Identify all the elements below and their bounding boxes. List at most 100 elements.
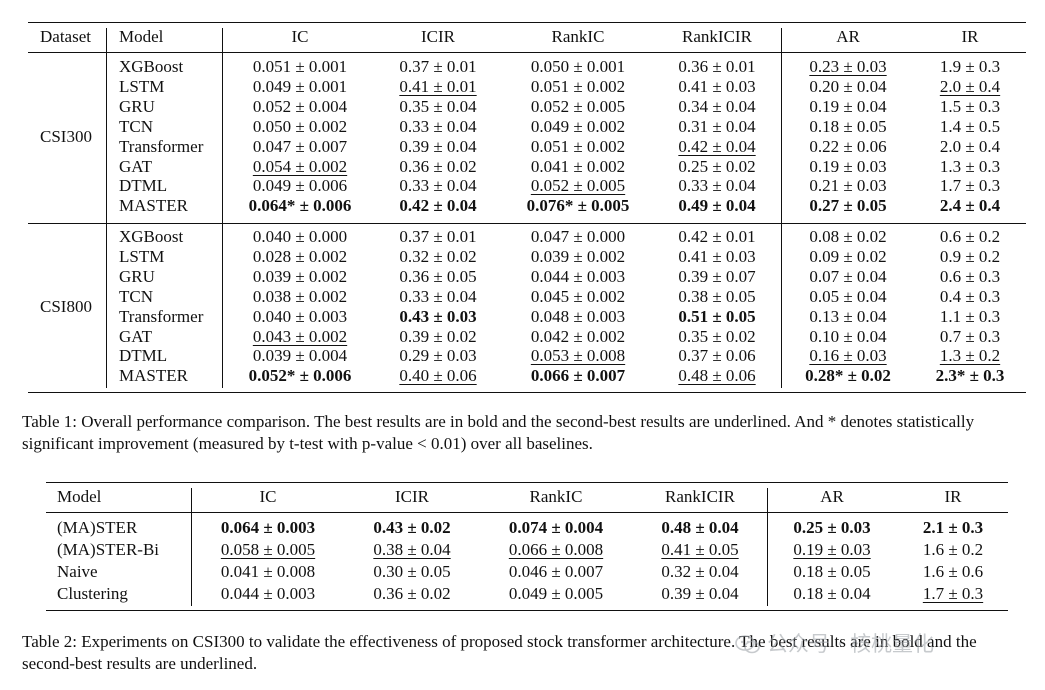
- table1-cell: 2.0 ± 0.4: [890, 137, 1045, 157]
- table1-dataset-label: CSI300: [40, 127, 92, 147]
- table2-cell-text: 2.1 ± 0.3: [922, 518, 984, 537]
- table1-model-name-text: Transformer: [119, 306, 204, 326]
- table1-model-name-text: Transformer: [119, 136, 204, 156]
- wechat-icon: [735, 635, 760, 654]
- table1-cell: 0.33 ± 0.04: [358, 287, 518, 307]
- table1-cell: 0.040 ± 0.000: [220, 227, 380, 247]
- table2-cell: 0.18 ± 0.04: [752, 584, 912, 604]
- table1-cell: 0.7 ± 0.3: [890, 327, 1045, 347]
- table1-cell: 2.3* ± 0.3: [890, 366, 1045, 386]
- table1-cell-text: 0.29 ± 0.03: [399, 346, 477, 366]
- table1-cell: 0.028 ± 0.002: [220, 247, 380, 267]
- table1-dataset-label-text: CSI300: [40, 127, 92, 146]
- table1-cell-text: 0.16 ± 0.03: [809, 346, 887, 366]
- table1-model-name-text: GRU: [119, 266, 155, 286]
- table1-cell-text: 0.050 ± 0.002: [252, 116, 348, 136]
- table2-cell: 1.7 ± 0.3: [873, 584, 1033, 604]
- table2-model-name: Clustering: [57, 584, 128, 604]
- table1-cell: 0.40 ± 0.06: [358, 366, 518, 386]
- table1-header-7-text: IR: [961, 27, 979, 46]
- table2-cell-text: 0.058 ± 0.005: [220, 540, 316, 559]
- table1-cell-text: 0.22 ± 0.06: [809, 136, 887, 156]
- table1-cell: 0.41 ± 0.01: [358, 77, 518, 97]
- table1-cell-text: 0.18 ± 0.05: [809, 116, 887, 136]
- table2-cell: 0.48 ± 0.04: [620, 518, 780, 538]
- table1-model-name: XGBoost: [119, 227, 183, 247]
- table1-cell-text: 0.19 ± 0.04: [809, 96, 887, 116]
- table2-cell: 0.058 ± 0.005: [188, 540, 348, 560]
- table1-cell-text: 0.047 ± 0.000: [530, 227, 626, 246]
- table1-cell-text: 0.19 ± 0.03: [809, 156, 887, 176]
- table1-cell: 0.039 ± 0.002: [220, 267, 380, 287]
- table2-cell: 0.074 ± 0.004: [476, 518, 636, 538]
- table1-cell-text: 0.08 ± 0.02: [809, 227, 887, 246]
- table1-cell: 0.051 ± 0.002: [498, 77, 658, 97]
- table2-header-3-text: RankIC: [529, 487, 583, 506]
- table1-cell-text: 0.048 ± 0.003: [530, 306, 626, 326]
- table2-header-0-text: Model: [57, 487, 102, 506]
- table1-cell-text: 0.039 ± 0.002: [252, 266, 348, 286]
- table1-cell-text: 0.36 ± 0.01: [678, 57, 756, 76]
- table1-cell-text: 0.28* ± 0.02: [805, 366, 891, 386]
- table2-header-3: RankIC: [476, 487, 636, 507]
- table1-model-name: GRU: [119, 97, 155, 117]
- table1-cell: 0.047 ± 0.007: [220, 137, 380, 157]
- table2-cell: 0.41 ± 0.05: [620, 540, 780, 560]
- table2-model-name: (MA)STER-Bi: [57, 540, 159, 560]
- table1-model-name: LSTM: [119, 77, 164, 97]
- table2-cell: 0.049 ± 0.005: [476, 584, 636, 604]
- table2-cell-text: 0.064 ± 0.003: [220, 518, 316, 537]
- table1-cell-text: 0.32 ± 0.02: [399, 246, 477, 266]
- table1-cell: 0.38 ± 0.05: [637, 287, 797, 307]
- table2-header-1: IC: [188, 487, 348, 507]
- table1-header-2: IC: [220, 27, 380, 47]
- table1-cell-text: 2.0 ± 0.4: [939, 136, 1001, 156]
- table1-cell: 0.040 ± 0.003: [220, 307, 380, 327]
- table1-cell-text: 0.6 ± 0.2: [939, 227, 1001, 246]
- table1-cell-text: 0.39 ± 0.02: [399, 326, 477, 346]
- table1-vrule-1: [106, 28, 107, 388]
- table1-dataset-label-text: CSI800: [40, 297, 92, 316]
- table1-cell-text: 0.38 ± 0.05: [678, 286, 756, 306]
- table1-header-2-text: IC: [291, 27, 309, 46]
- table2-model-name: Naive: [57, 562, 98, 582]
- table1-cell: 1.7 ± 0.3: [890, 176, 1045, 196]
- table1-model-name: Transformer: [119, 307, 203, 327]
- table2-cell-text: 0.18 ± 0.04: [793, 584, 871, 603]
- table2-cell-text: 0.30 ± 0.05: [373, 562, 451, 581]
- table2-cell: 0.18 ± 0.05: [752, 562, 912, 582]
- table1-cell-text: 0.40 ± 0.06: [399, 366, 477, 386]
- table1-cell-text: 0.7 ± 0.3: [939, 326, 1001, 346]
- table1-header-4-text: RankIC: [551, 27, 605, 46]
- table2-cell-text: 0.32 ± 0.04: [661, 562, 739, 581]
- table1-cell: 0.48 ± 0.06: [637, 366, 797, 386]
- table1-cell: 0.25 ± 0.02: [637, 157, 797, 177]
- table1-cell-text: 0.05 ± 0.04: [809, 286, 887, 306]
- table2-cell-text: 1.6 ± 0.6: [922, 562, 984, 581]
- table2-cell-text: 0.43 ± 0.02: [373, 518, 451, 537]
- table1-cell: 0.052* ± 0.006: [220, 366, 380, 386]
- table1-model-name-text: MASTER: [119, 366, 188, 386]
- table1-cell: 1.1 ± 0.3: [890, 307, 1045, 327]
- table1-cell-text: 0.34 ± 0.04: [678, 96, 756, 116]
- table2-cell: 0.046 ± 0.007: [476, 562, 636, 582]
- table1-header-3: ICIR: [358, 27, 518, 47]
- table2-cell: 0.43 ± 0.02: [332, 518, 492, 538]
- table1-cell: 0.33 ± 0.04: [358, 176, 518, 196]
- table1-cell-text: 0.043 ± 0.002: [252, 326, 348, 346]
- table1-cell: 0.039 ± 0.002: [498, 247, 658, 267]
- table1-vrule-3: [781, 28, 782, 388]
- table1-cell-text: 0.42 ± 0.04: [678, 136, 756, 156]
- table2-cell-text: 0.25 ± 0.03: [793, 518, 871, 537]
- table1-cell: 0.066 ± 0.007: [498, 366, 658, 386]
- table2-bottom-rule: [46, 610, 1008, 611]
- table2-cell: 2.1 ± 0.3: [873, 518, 1033, 538]
- table1-model-name-text: XGBoost: [119, 227, 184, 246]
- table1-cell: 0.31 ± 0.04: [637, 117, 797, 137]
- table1-cell-text: 0.052 ± 0.004: [252, 96, 348, 116]
- table1-header-1: Model: [119, 27, 163, 47]
- table2-header-5-text: AR: [820, 487, 844, 506]
- table1-cell-text: 0.028 ± 0.002: [252, 246, 348, 266]
- table1-cell-text: 0.054 ± 0.002: [252, 156, 348, 176]
- table1-cell-text: 0.042 ± 0.002: [530, 326, 626, 346]
